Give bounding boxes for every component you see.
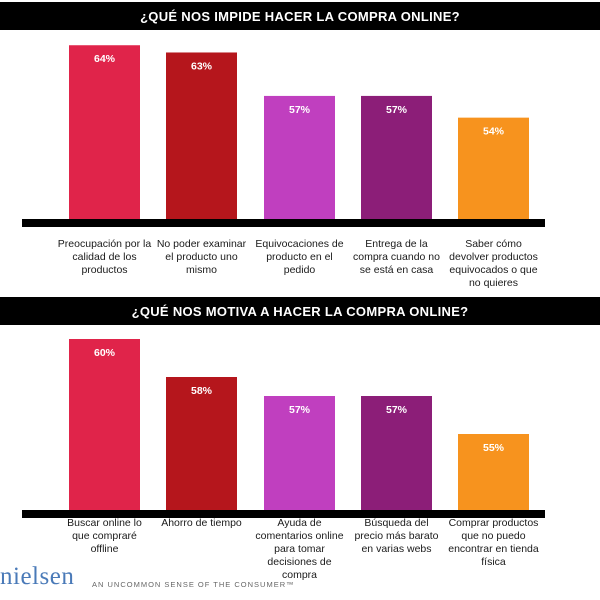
bar-1-3 [361,396,432,510]
bar-1-4 [458,434,529,510]
category-label-0-3: Entrega de la compra cuando no se está e… [353,238,440,276]
x-axis-baseline-1 [22,510,545,518]
bar-value-label-1-3: 57% [386,404,408,416]
bar-0-4 [458,117,529,219]
bar-value-label-0-1: 63% [191,60,213,72]
x-axis-baseline-0 [22,219,545,227]
bar-value-label-0-2: 57% [289,104,311,116]
bar-0-3 [361,95,432,219]
category-label-1-4: Comprar productos que no puedo encontrar… [448,517,539,568]
bar-0-2 [264,95,335,219]
nielsen-logo: nielsen [0,563,75,590]
bar-1-2 [264,396,335,510]
bar-value-label-0-3: 57% [386,104,408,116]
bar-value-label-1-4: 55% [483,442,505,454]
tagline: AN UNCOMMON SENSE OF THE CONSUMER™ [92,580,295,589]
bar-value-label-0-0: 64% [94,53,116,65]
bar-1-0 [69,339,140,510]
chart-title-motiva: ¿QUÉ NOS MOTIVA A HACER LA COMPRA ONLINE… [0,297,600,325]
bar-value-label-1-0: 60% [94,347,116,359]
bar-0-1 [166,52,237,220]
category-label-0-2: Equivocaciones de producto en el pedido [255,238,344,276]
category-label-0-1: No poder examinar el producto uno mismo [156,238,247,276]
category-label-1-3: Búsqueda del precio más barato en varias… [354,517,439,555]
category-label-1-2: Ayuda de comentarios online para tomar d… [255,517,344,581]
category-label-1-0: Buscar online lo que compraré offline [67,517,142,555]
bar-1-1 [166,377,237,510]
chart-title-impide: ¿QUÉ NOS IMPIDE HACER LA COMPRA ONLINE? [0,2,600,30]
bar-value-label-0-4: 54% [483,126,505,138]
bar-0-0 [69,45,140,219]
category-label-0-4: Saber cómo devolver productos equivocado… [449,238,538,289]
category-label-0-0: Preocupación por la calidad de los produ… [57,238,152,276]
bar-value-label-1-2: 57% [289,404,311,416]
category-label-1-1: Ahorro de tiempo [161,517,242,529]
bar-value-label-1-1: 58% [191,385,213,397]
